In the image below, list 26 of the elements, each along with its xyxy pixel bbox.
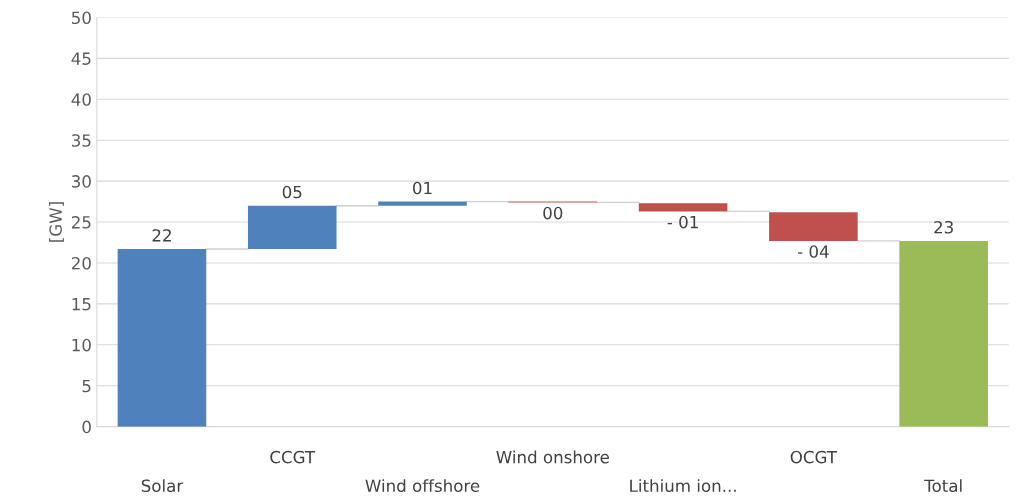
y-tick-label: 40 [71,93,91,106]
data-label: 22 [152,229,171,242]
y-tick-label: 15 [72,298,91,311]
data-label: 00 [543,206,563,220]
y-tick-label: 25 [71,216,91,229]
data-label: 05 [282,185,302,199]
x-tick-label: Lithium ion... [630,479,736,493]
x-tick-label: CCGT [270,450,316,464]
y-tick-label: 50 [72,11,91,25]
y-tick-label: 35 [72,134,91,147]
data-label: - 01 [667,215,698,229]
y-tick-label: 30 [72,175,91,188]
y-tick-label: 5 [82,379,91,393]
y-tick-label: 20 [71,256,91,270]
y-tick-label: 10 [72,338,91,352]
x-tick-label: OCGT [790,450,838,464]
x-tick-label: Wind onshore [496,450,609,464]
data-label: 23 [934,220,953,234]
y-tick-label: 0 [82,420,91,434]
y-axis-title: [GW] [49,202,64,242]
x-tick-label: Total [924,479,962,493]
x-tick-label: Solar [141,479,184,493]
data-label: 01 [413,181,432,195]
x-tick-label: Wind offshore [365,479,480,493]
data-label: - 04 [797,245,829,258]
y-tick-label: 45 [71,52,91,65]
